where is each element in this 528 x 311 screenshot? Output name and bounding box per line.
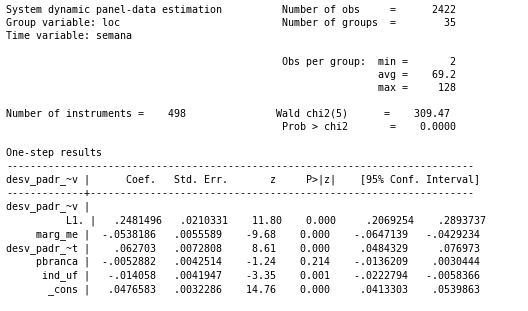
Text: System dynamic panel-data estimation          Number of obs     =      2422
Grou: System dynamic panel-data estimation Num… [6,5,486,295]
